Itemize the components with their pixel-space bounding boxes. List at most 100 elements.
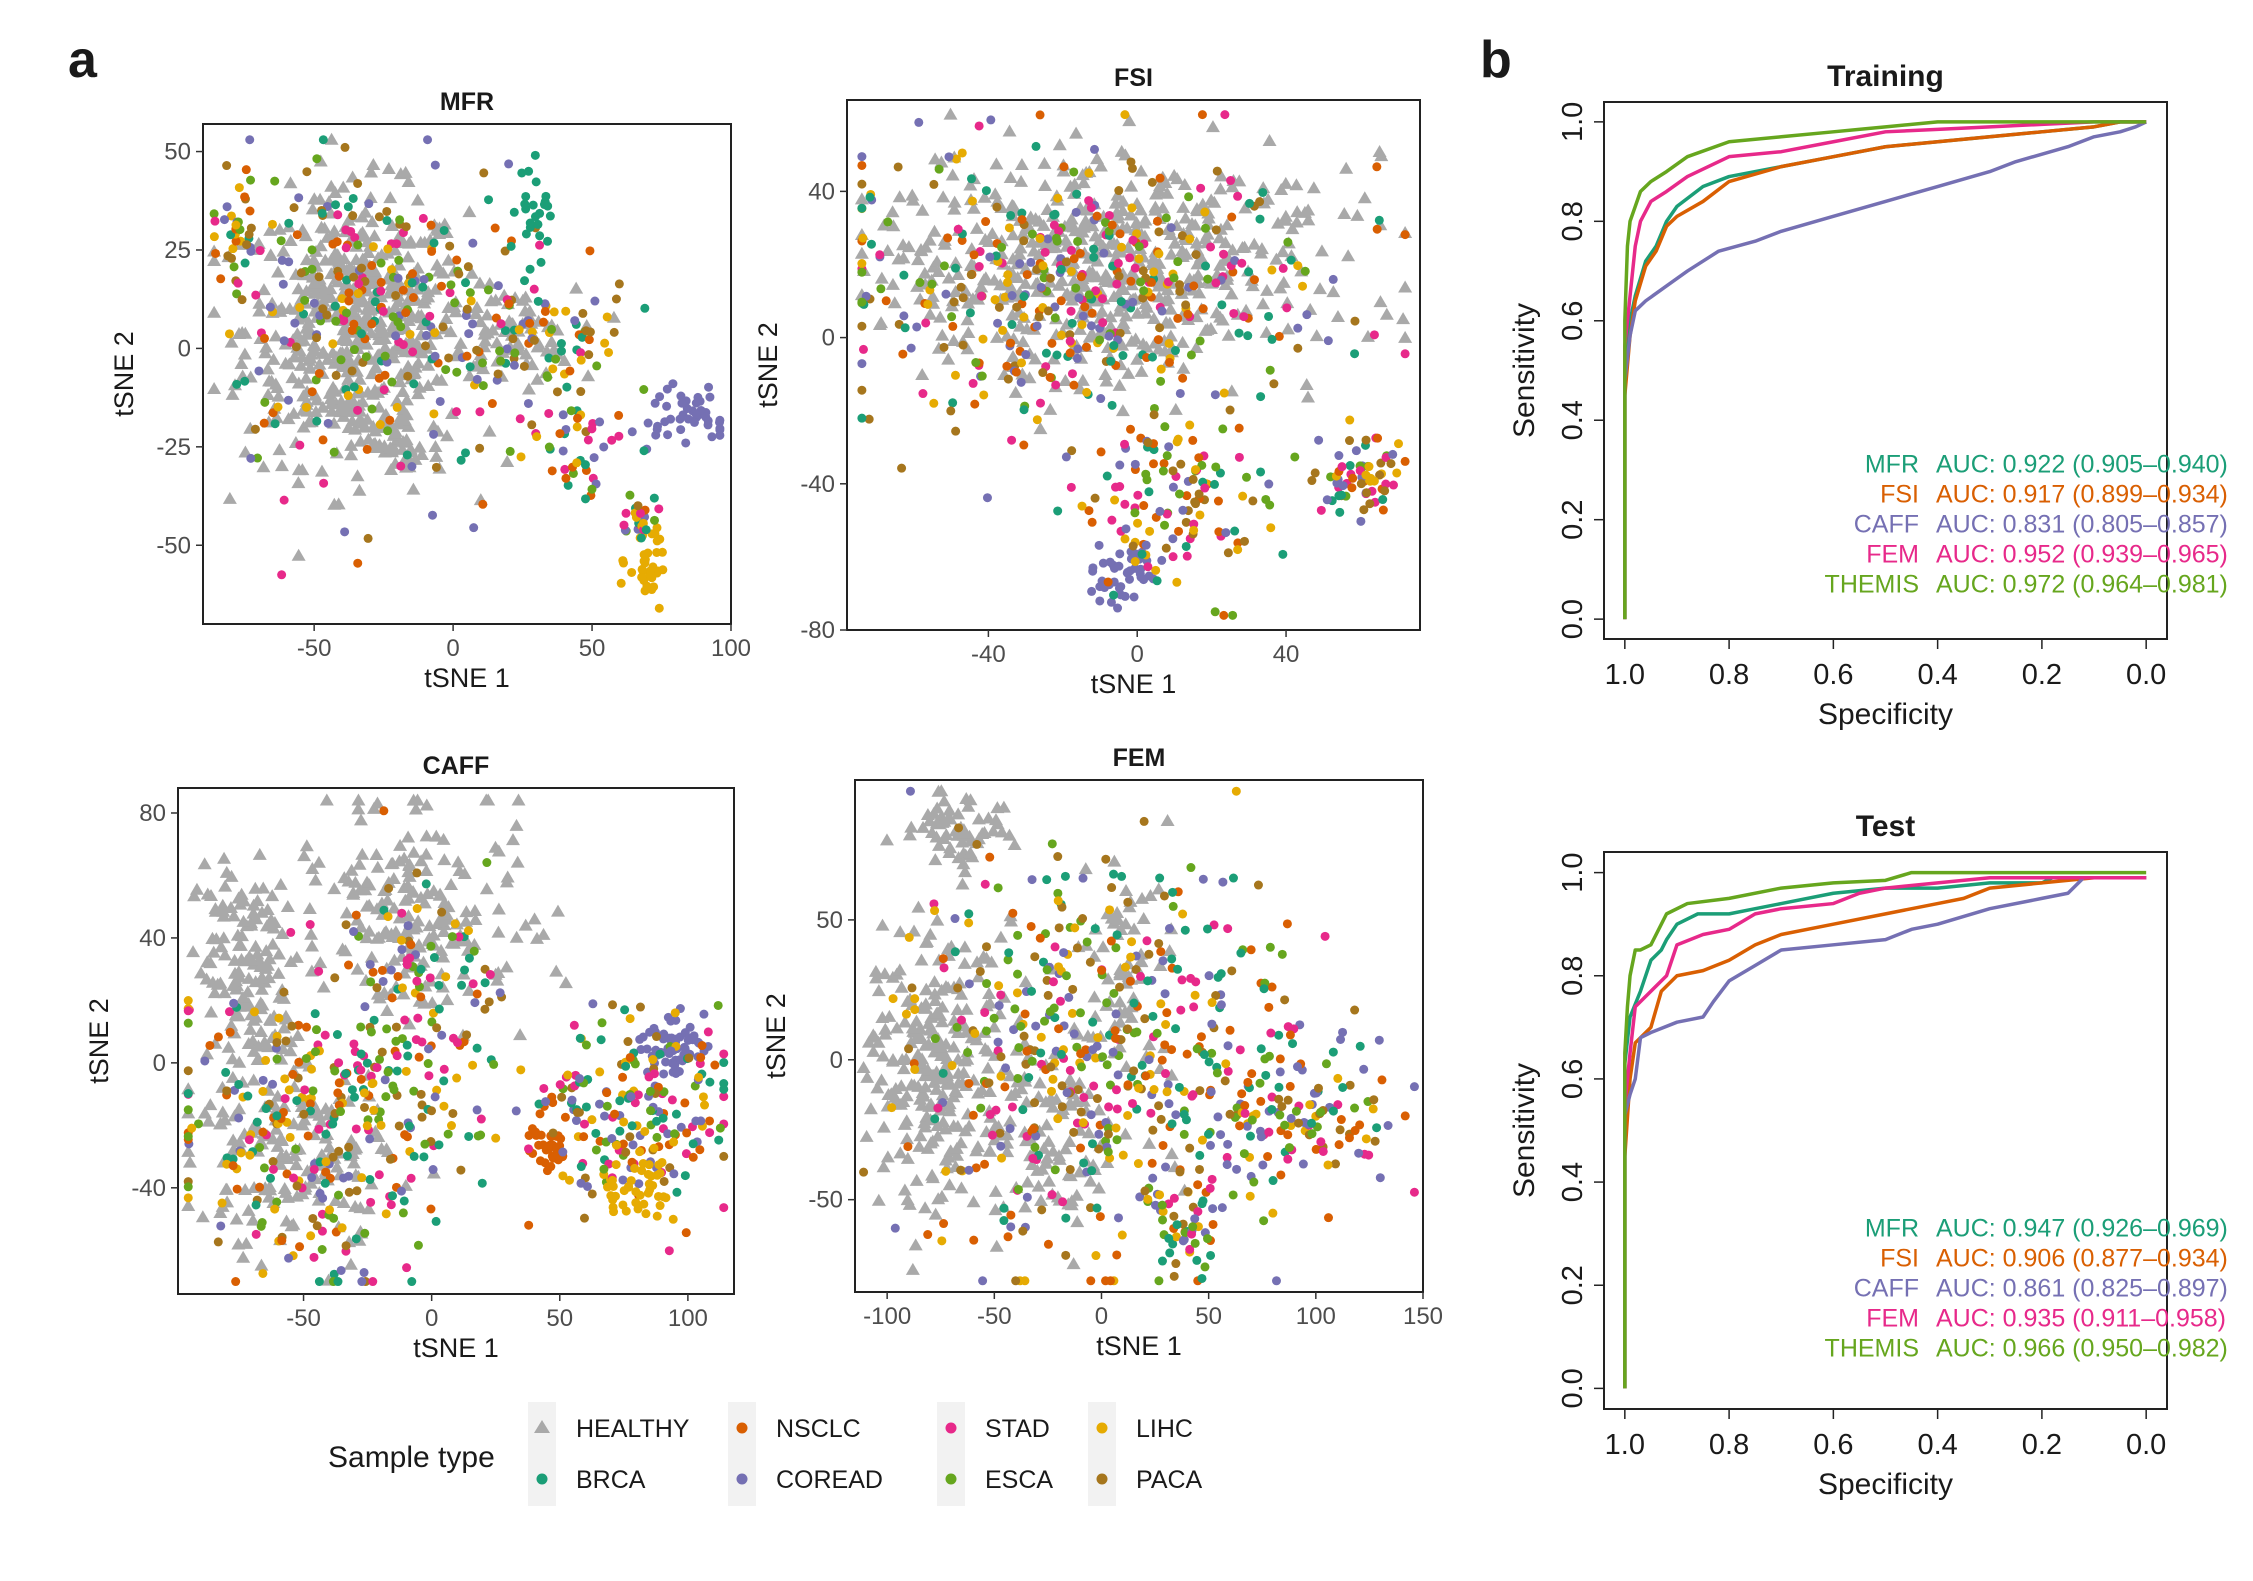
point-healthy bbox=[313, 192, 328, 205]
point-healthy bbox=[472, 276, 487, 289]
point-lihc bbox=[655, 1201, 665, 1211]
point-healthy bbox=[354, 920, 369, 933]
point-coread bbox=[437, 1030, 447, 1040]
point-brca bbox=[409, 379, 419, 389]
point-lihc bbox=[700, 1100, 710, 1110]
point-stad bbox=[1187, 1229, 1197, 1239]
point-brca bbox=[1056, 1049, 1066, 1059]
point-coread bbox=[715, 430, 725, 440]
point-esca bbox=[423, 1059, 433, 1069]
point-healthy bbox=[236, 914, 251, 927]
point-healthy bbox=[989, 1239, 1004, 1252]
point-paca bbox=[1115, 982, 1125, 992]
point-healthy bbox=[1003, 1114, 1018, 1127]
point-healthy bbox=[419, 864, 434, 877]
point-healthy bbox=[1042, 1174, 1057, 1187]
point-healthy bbox=[915, 367, 930, 380]
point-healthy bbox=[1111, 208, 1126, 221]
point-lihc bbox=[1091, 1053, 1101, 1063]
point-esca bbox=[452, 367, 462, 377]
point-nsclc bbox=[356, 1074, 366, 1084]
point-lihc bbox=[1161, 1020, 1171, 1030]
point-healthy bbox=[1025, 1157, 1040, 1170]
point-lihc bbox=[1120, 534, 1130, 544]
point-brca bbox=[1087, 1166, 1097, 1176]
point-healthy bbox=[278, 1012, 293, 1025]
point-brca bbox=[930, 1114, 940, 1124]
point-coread bbox=[1148, 1173, 1158, 1183]
point-paca bbox=[508, 334, 518, 344]
points-layer bbox=[854, 107, 1413, 620]
point-healthy bbox=[1160, 283, 1175, 296]
point-esca bbox=[1047, 839, 1057, 849]
point-brca bbox=[1018, 1105, 1028, 1115]
point-lihc bbox=[887, 1103, 897, 1113]
point-coread bbox=[701, 412, 711, 422]
point-lihc bbox=[1054, 962, 1064, 972]
point-healthy bbox=[1127, 922, 1142, 935]
point-healthy bbox=[241, 1203, 256, 1216]
point-healthy bbox=[468, 912, 483, 925]
point-healthy bbox=[934, 983, 949, 996]
point-healthy bbox=[225, 1070, 240, 1083]
point-esca bbox=[443, 1129, 453, 1139]
point-healthy bbox=[856, 1061, 871, 1074]
point-healthy bbox=[395, 385, 410, 398]
point-esca bbox=[1283, 237, 1293, 247]
point-lihc bbox=[376, 1120, 386, 1130]
point-stad bbox=[349, 1039, 359, 1049]
point-brca bbox=[580, 460, 590, 470]
point-esca bbox=[1098, 1052, 1108, 1062]
point-brca bbox=[1137, 549, 1147, 559]
point-nsclc bbox=[1017, 215, 1027, 225]
point-coread bbox=[336, 1265, 346, 1275]
point-lihc bbox=[1047, 1086, 1057, 1096]
point-coread bbox=[216, 1221, 226, 1231]
point-nsclc bbox=[1372, 224, 1382, 234]
point-nsclc bbox=[334, 1078, 344, 1088]
point-healthy bbox=[344, 438, 359, 451]
point-paca bbox=[394, 1121, 404, 1131]
point-healthy bbox=[1275, 245, 1290, 258]
point-esca bbox=[1275, 1110, 1285, 1120]
point-healthy bbox=[1162, 316, 1177, 329]
point-coread bbox=[504, 159, 514, 169]
point-healthy bbox=[388, 243, 403, 256]
point-lihc bbox=[401, 1066, 411, 1076]
point-healthy bbox=[326, 380, 341, 393]
point-esca bbox=[1156, 376, 1166, 386]
point-nsclc bbox=[1125, 976, 1135, 986]
point-lihc bbox=[514, 325, 524, 335]
point-healthy bbox=[261, 971, 276, 984]
point-healthy bbox=[1067, 1021, 1082, 1034]
point-brca bbox=[581, 1102, 591, 1112]
point-esca bbox=[483, 285, 493, 295]
point-healthy bbox=[429, 829, 444, 842]
point-paca bbox=[348, 211, 358, 221]
point-coread bbox=[359, 1268, 369, 1278]
point-stad bbox=[1388, 480, 1398, 490]
point-lihc bbox=[979, 390, 989, 400]
point-nsclc bbox=[1006, 338, 1016, 348]
point-coread bbox=[662, 401, 672, 411]
point-brca bbox=[1328, 1047, 1338, 1057]
auc-value-label: AUC: 0.831 (0.805–0.857) bbox=[1936, 511, 2228, 539]
point-brca bbox=[370, 297, 380, 307]
x-tick-label: 0.0 bbox=[2126, 659, 2166, 691]
point-paca bbox=[1293, 343, 1303, 353]
point-healthy bbox=[197, 857, 212, 870]
point-nsclc bbox=[1112, 1250, 1122, 1260]
point-healthy bbox=[1124, 179, 1139, 192]
point-healthy bbox=[256, 460, 271, 473]
point-lihc bbox=[450, 919, 460, 929]
legend-key-esca-icon bbox=[945, 1473, 957, 1485]
point-healthy bbox=[1175, 335, 1190, 348]
point-esca bbox=[713, 1000, 723, 1010]
legend-label-coread: COREAD bbox=[776, 1466, 883, 1494]
point-coread bbox=[1031, 1021, 1041, 1031]
point-esca bbox=[1100, 217, 1110, 227]
point-coread bbox=[1064, 992, 1074, 1002]
point-healthy bbox=[1116, 316, 1131, 329]
point-healthy bbox=[1220, 218, 1235, 231]
point-nsclc bbox=[344, 288, 354, 298]
